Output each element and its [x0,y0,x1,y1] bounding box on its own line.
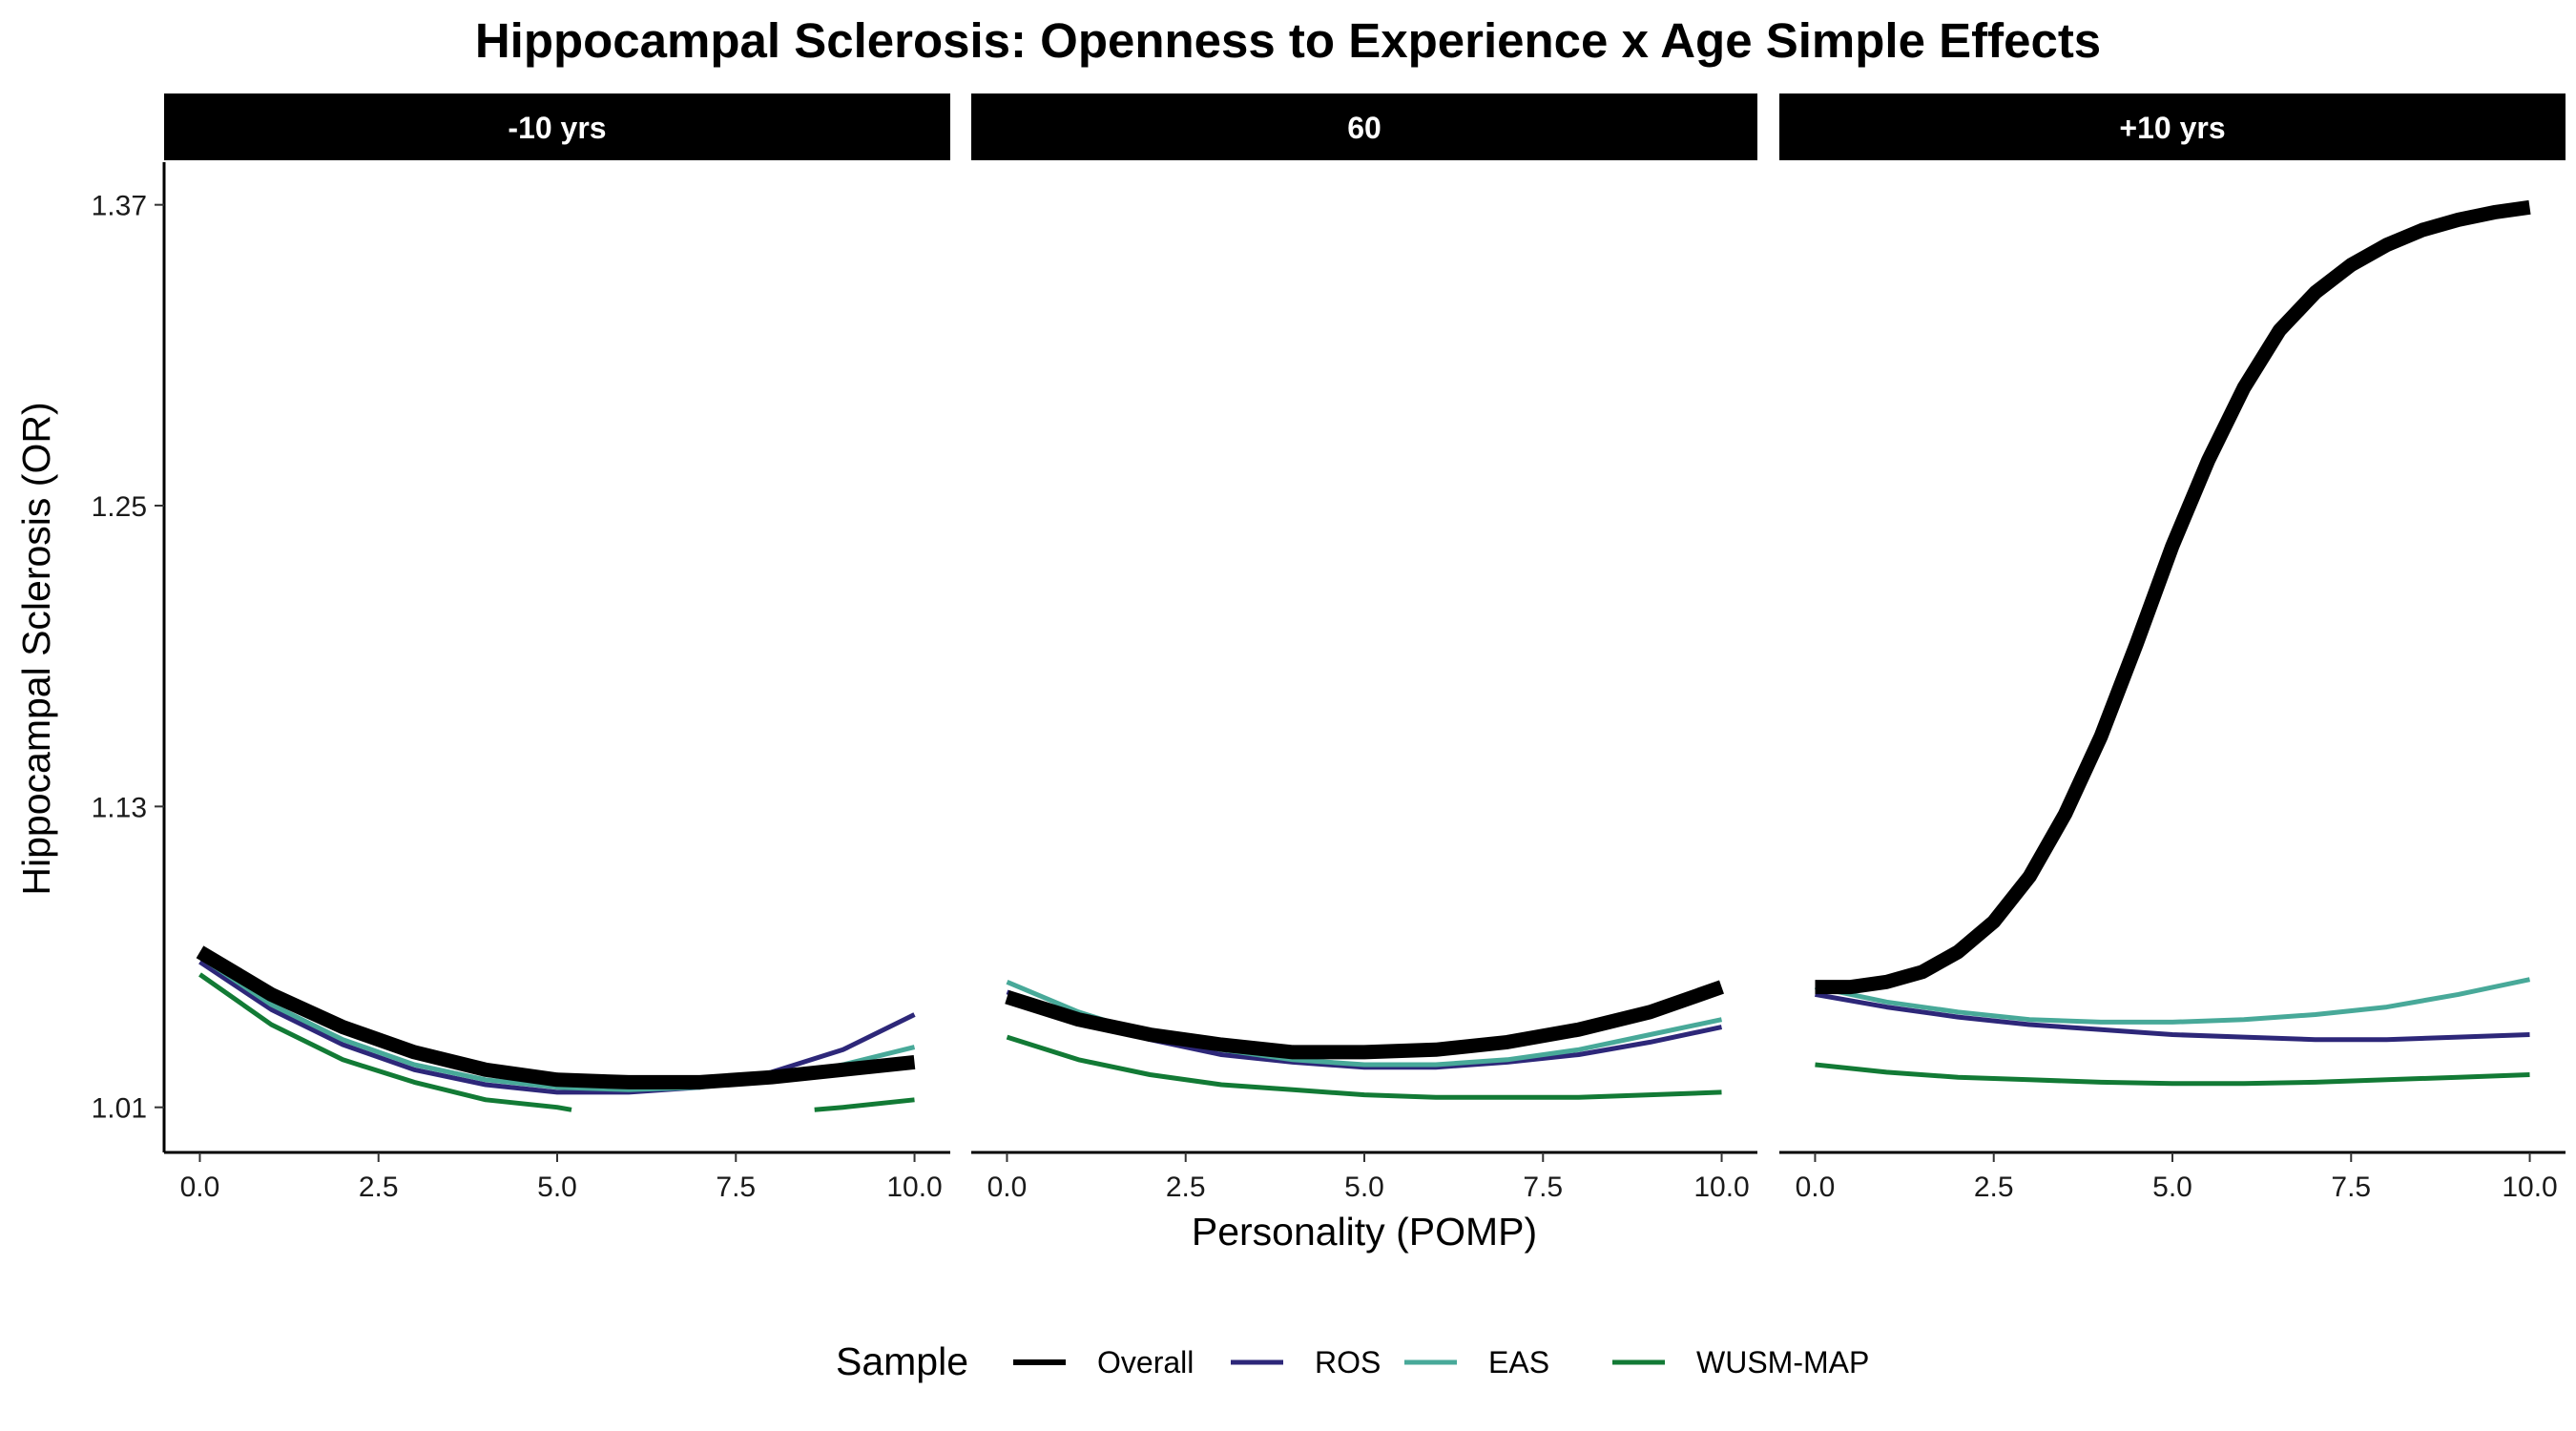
series-line-wusm-map [1006,1034,1722,1100]
x-tick-label: 10.0 [1693,1172,1749,1203]
facet-panel: -10 yrs 1.01 1.13 1.25 1.37 0.0 2.5 5.0 7.5 10.0 [92,93,950,1203]
series-line-ros [198,960,916,1095]
facet-panel: 60 0.0 2.5 5.0 7.5 10.0 [971,93,1757,1203]
x-tick-label: 7.5 [2331,1172,2371,1203]
x-tick-label: 10.0 [2502,1172,2557,1203]
x-tick-label: 0.0 [1796,1172,1836,1203]
x-axis-title: Personality (POMP) [1192,1210,1537,1254]
y-tick-label: 1.37 [92,191,147,222]
series-line-overall [1005,980,1724,1060]
x-tick-label: 5.0 [1344,1172,1384,1203]
x-tick-label: 10.0 [886,1172,942,1203]
legend-label: WUSM-MAP [1696,1345,1869,1379]
y-tick-label: 1.25 [92,491,147,523]
y-axis-title: Hippocampal Sclerosis (OR) [14,402,58,895]
series-line-overall [1815,199,2531,995]
facet-strip [164,93,950,160]
legend: Sample Overall ROS EAS WUSM-MAP [836,1339,1869,1383]
chart-title: Hippocampal Sclerosis: Openness to Exper… [475,13,2101,68]
facet-strip [971,93,1757,160]
x-tick-label: 0.0 [987,1172,1028,1203]
series-line-eas [1814,977,2531,1025]
legend-label: EAS [1488,1345,1549,1379]
series-line-wusm-map [1815,1062,2530,1087]
series-line-wusm-map [198,972,572,1112]
legend-item: Overall [1013,1345,1194,1379]
facet-strip-label: -10 yrs [508,111,606,145]
x-tick-label: 0.0 [180,1172,220,1203]
x-tick-label: 2.5 [359,1172,399,1203]
facet-panel: +10 yrs 0.0 2.5 5.0 7.5 10.0 [1779,93,2566,1203]
y-tick-label: 1.13 [92,792,147,823]
legend-item: ROS [1231,1345,1381,1379]
series-line-wusm-map [814,1097,915,1112]
x-tick-label: 2.5 [1974,1172,2014,1203]
x-tick-label: 5.0 [537,1172,577,1203]
facet-strip-label: 60 [1347,111,1381,145]
legend-title: Sample [836,1339,968,1383]
legend-item: EAS [1404,1345,1549,1379]
facet-strip [1779,93,2566,160]
series-line-ros [1815,991,2530,1043]
legend-label: Overall [1097,1345,1194,1379]
legend-item: WUSM-MAP [1612,1345,1869,1379]
legend-label: ROS [1315,1345,1381,1379]
y-tick-label: 1.01 [92,1093,147,1125]
x-tick-label: 7.5 [716,1172,756,1203]
facet-strip-label: +10 yrs [2119,111,2225,145]
x-tick-label: 2.5 [1166,1172,1206,1203]
series-line-overall [196,945,916,1089]
x-tick-label: 5.0 [2152,1172,2192,1203]
x-tick-label: 7.5 [1523,1172,1563,1203]
